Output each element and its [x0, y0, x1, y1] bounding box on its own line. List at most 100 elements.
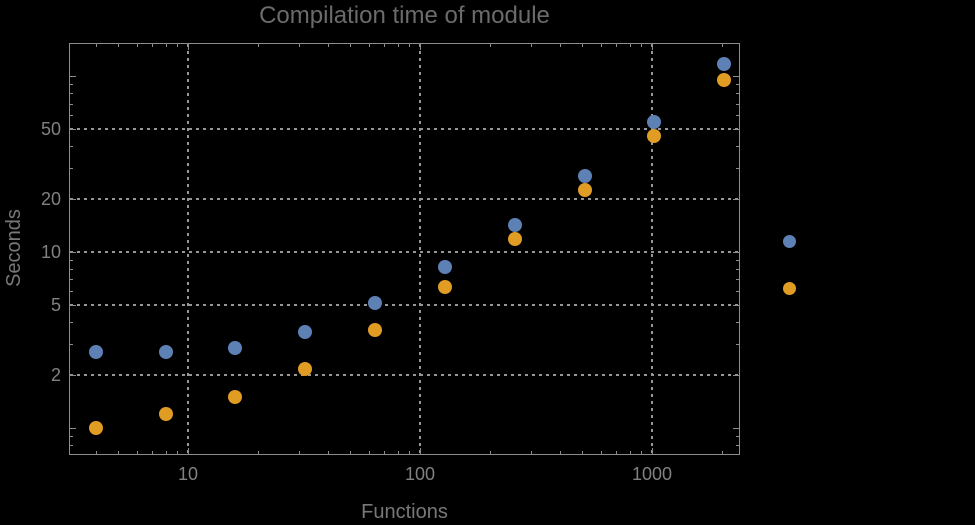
- x-tick: [651, 448, 653, 455]
- legend-marker-series-2-orange: [782, 282, 796, 295]
- y-tick: [736, 322, 740, 324]
- x-gridline: [186, 44, 189, 454]
- y-gridline: [70, 303, 739, 306]
- x-tick: [397, 43, 399, 47]
- y-tick: [736, 435, 740, 437]
- data-point-series-2-orange: [368, 323, 383, 338]
- x-tick: [616, 451, 618, 455]
- x-tick: [419, 448, 421, 455]
- y-tick: [736, 343, 740, 345]
- y-tick: [733, 304, 740, 306]
- data-point-series-2-orange: [298, 362, 313, 377]
- x-tick: [641, 451, 643, 455]
- y-tick: [69, 115, 73, 117]
- y-tick: [69, 199, 76, 201]
- y-tick: [733, 427, 740, 429]
- x-tick: [95, 451, 97, 455]
- x-tick: [409, 451, 411, 455]
- y-tick: [736, 291, 740, 293]
- x-tick: [629, 43, 631, 47]
- x-tick: [327, 451, 329, 455]
- x-tick: [721, 451, 723, 455]
- y-tick: [736, 168, 740, 170]
- x-gridline: [650, 44, 653, 454]
- y-gridline: [70, 128, 739, 131]
- y-tick: [736, 444, 740, 446]
- y-tick: [736, 279, 740, 281]
- data-point-series-1-blue: [158, 345, 173, 359]
- x-tick: [187, 448, 189, 455]
- data-point-series-1-blue: [507, 218, 522, 233]
- x-tick: [136, 43, 138, 47]
- chart-title: Compilation time of module: [259, 2, 550, 29]
- x-tick: [257, 43, 259, 47]
- y-tick: [69, 84, 73, 86]
- x-tick: [600, 451, 602, 455]
- x-tick: [559, 43, 561, 47]
- legend-marker-series-1-blue: [782, 235, 796, 248]
- data-point-series-2-orange: [88, 420, 103, 435]
- x-tick: [298, 43, 300, 47]
- y-gridline: [70, 198, 739, 201]
- x-tick: [152, 43, 154, 47]
- x-tick: [559, 451, 561, 455]
- y-tick: [69, 76, 76, 78]
- y-tick-label: 50: [40, 119, 61, 140]
- y-tick: [69, 343, 73, 345]
- x-tick-label: 100: [404, 464, 435, 484]
- x-tick: [600, 43, 602, 47]
- x-tick: [409, 43, 411, 47]
- x-tick: [530, 43, 532, 47]
- data-point-series-2-orange: [507, 231, 522, 246]
- y-tick-label: 2: [50, 364, 61, 385]
- y-tick: [733, 199, 740, 201]
- x-gridline: [418, 44, 421, 454]
- y-tick: [69, 427, 76, 429]
- x-tick: [384, 43, 386, 47]
- y-tick: [733, 76, 740, 78]
- x-tick: [530, 451, 532, 455]
- x-axis-label: Functions: [361, 501, 448, 523]
- y-tick: [733, 252, 740, 254]
- y-tick: [736, 260, 740, 262]
- y-gridline: [70, 251, 739, 254]
- x-tick: [177, 451, 179, 455]
- y-tick-label: 10: [40, 242, 61, 263]
- x-tick: [629, 451, 631, 455]
- x-tick: [177, 43, 179, 47]
- data-point-series-2-orange: [647, 128, 662, 143]
- y-tick: [69, 444, 73, 446]
- y-tick: [69, 260, 73, 262]
- y-axis-label: Seconds: [3, 209, 25, 287]
- x-tick: [419, 43, 421, 50]
- data-point-series-1-blue: [717, 57, 732, 72]
- x-tick: [350, 451, 352, 455]
- x-tick: [489, 43, 491, 47]
- y-tick-label: 20: [40, 189, 61, 210]
- y-tick: [69, 435, 73, 437]
- y-tick: [69, 304, 76, 306]
- data-point-series-1-blue: [647, 115, 662, 130]
- data-point-series-2-orange: [717, 72, 732, 87]
- x-tick: [187, 43, 189, 50]
- x-tick: [118, 451, 120, 455]
- x-tick: [327, 43, 329, 47]
- data-point-series-1-blue: [298, 325, 313, 340]
- y-tick: [69, 93, 73, 95]
- x-tick: [489, 451, 491, 455]
- y-tick: [69, 129, 76, 131]
- y-tick: [736, 269, 740, 271]
- y-tick: [736, 115, 740, 117]
- y-tick: [733, 129, 740, 131]
- data-point-series-2-orange: [437, 280, 452, 295]
- x-tick: [350, 43, 352, 47]
- data-point-series-2-orange: [158, 406, 173, 421]
- y-tick: [69, 374, 76, 376]
- y-gridline: [70, 373, 739, 376]
- y-tick: [69, 252, 76, 254]
- y-tick: [69, 322, 73, 324]
- x-tick: [95, 43, 97, 47]
- x-tick: [165, 451, 167, 455]
- x-tick-label: 10: [177, 464, 198, 484]
